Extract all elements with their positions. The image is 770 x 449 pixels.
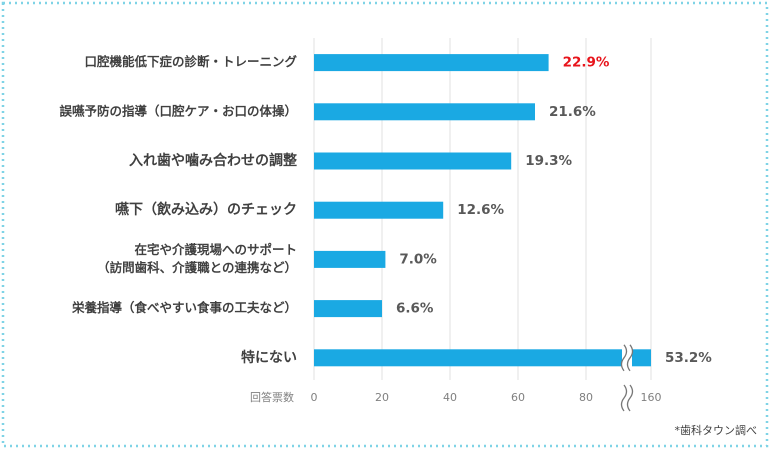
axis-break	[626, 344, 634, 372]
value-label: 21.6%	[549, 104, 596, 120]
category-label: 在宅や介護現場へのサポート	[134, 242, 297, 257]
x-tick-label: 40	[443, 391, 457, 404]
source: *歯科タウン調べ	[675, 423, 758, 437]
axis-break	[620, 384, 628, 412]
value-label: 12.6%	[457, 202, 504, 218]
bar	[314, 349, 651, 367]
bar	[314, 300, 382, 318]
value-label: 7.0%	[399, 251, 437, 267]
bar	[314, 152, 512, 170]
x-tick-label: 20	[375, 391, 389, 404]
axis-break-gap	[622, 385, 632, 411]
x-tick-label: 160	[641, 391, 662, 404]
category-label: 嚥下（飲み込み）のチェック	[115, 201, 297, 218]
x-tick-label: 0	[311, 391, 318, 404]
category-label: 栄養指導（食べやすい食事の工夫など）	[71, 300, 297, 315]
value-label: 6.6%	[396, 301, 434, 317]
x-tick-label: 80	[579, 391, 593, 404]
value-label: 22.9%	[563, 55, 610, 71]
bar	[314, 103, 535, 121]
bar	[314, 54, 549, 72]
category-label: （訪問歯科、介護職との連携など）	[97, 260, 297, 275]
axis-break	[620, 344, 628, 372]
axis-break	[626, 384, 634, 412]
category-label: 誤嚥予防の指導（口腔ケア・お口の体操）	[59, 103, 297, 118]
bar	[314, 201, 444, 219]
category-label: 特にない	[241, 349, 297, 366]
value-label: 53.2%	[665, 350, 712, 366]
category-label: 入れ歯や噛み合わせの調整	[129, 152, 298, 169]
bar	[314, 250, 386, 268]
x-axis-label: 回答票数	[250, 390, 294, 404]
value-label: 19.3%	[525, 153, 572, 169]
axis-break-gap	[622, 344, 632, 371]
category-label: 口腔機能低下症の診断・トレーニング	[84, 54, 297, 69]
x-tick-label: 60	[511, 391, 525, 404]
